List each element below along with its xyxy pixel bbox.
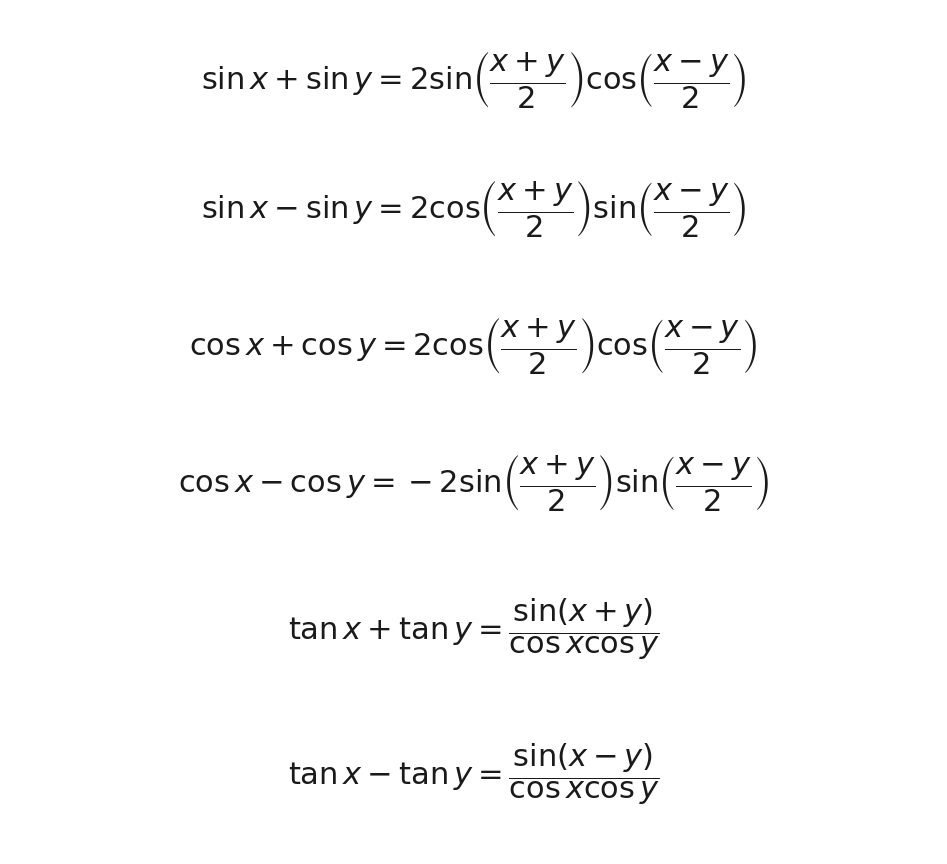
Text: $\cos x - \cos y = -2\sin\!\left(\dfrac{x+y}{2}\right)\sin\!\left(\dfrac{x-y}{2}: $\cos x - \cos y = -2\sin\!\left(\dfrac{…: [178, 453, 769, 513]
Text: $\cos x + \cos y = 2\cos\!\left(\dfrac{x+y}{2}\right)\cos\!\left(\dfrac{x-y}{2}\: $\cos x + \cos y = 2\cos\!\left(\dfrac{x…: [189, 316, 758, 377]
Text: $\tan x + \tan y = \dfrac{\sin(x+y)}{\cos x\cos y}$: $\tan x + \tan y = \dfrac{\sin(x+y)}{\co…: [288, 596, 659, 662]
Text: $\sin x - \sin y = 2\cos\!\left(\dfrac{x+y}{2}\right)\sin\!\left(\dfrac{x-y}{2}\: $\sin x - \sin y = 2\cos\!\left(\dfrac{x…: [201, 179, 746, 240]
Text: $\sin x + \sin y = 2\sin\!\left(\dfrac{x+y}{2}\right)\cos\!\left(\dfrac{x-y}{2}\: $\sin x + \sin y = 2\sin\!\left(\dfrac{x…: [201, 51, 746, 111]
Text: $\tan x - \tan y = \dfrac{\sin(x-y)}{\cos x\cos y}$: $\tan x - \tan y = \dfrac{\sin(x-y)}{\co…: [288, 741, 659, 807]
